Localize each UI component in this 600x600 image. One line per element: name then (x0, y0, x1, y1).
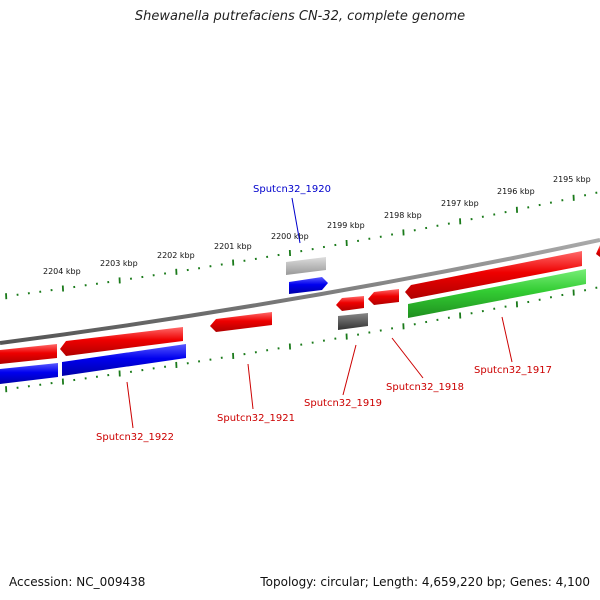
kbp-label: 2204 kbp (43, 267, 81, 276)
label-connector (291, 197, 301, 244)
gene-block-rna[interactable] (408, 269, 586, 318)
gene-block-reverse[interactable] (62, 344, 186, 376)
gene-arrow-forward[interactable] (596, 245, 600, 257)
kbp-label: 2201 kbp (214, 242, 252, 251)
gene-arrow-forward[interactable] (210, 312, 272, 332)
gene-block-reverse[interactable] (0, 363, 58, 384)
gene-arrow-forward[interactable] (0, 344, 57, 364)
label-connector (342, 344, 357, 396)
kbp-label: 2197 kbp (441, 199, 479, 208)
gene-arrow-forward[interactable] (60, 327, 183, 356)
gene-arrow-pseudo[interactable] (286, 257, 326, 275)
accession-text: Accession: NC_009438 (9, 575, 146, 589)
label-connector (126, 381, 134, 429)
gene-arrow-forward[interactable] (368, 289, 399, 305)
map-title: Shewanella putrefaciens CN-32, complete … (134, 9, 466, 24)
gene-label[interactable]: Sputcn32_1918 (386, 382, 464, 393)
gene-label[interactable]: Sputcn32_1920 (253, 184, 331, 195)
genome-backbone (0, 238, 600, 345)
gene-label[interactable]: Sputcn32_1921 (217, 413, 295, 424)
label-connector (501, 316, 513, 363)
kbp-label: 2195 kbp (553, 175, 591, 184)
gene-label[interactable]: Sputcn32_1917 (474, 365, 552, 376)
kbp-label: 2198 kbp (384, 211, 422, 220)
gene-block-dark[interactable] (338, 313, 368, 330)
kbp-label: 2199 kbp (327, 221, 365, 230)
label-connector (247, 363, 254, 410)
ruler-ticks-bottom (5, 286, 598, 393)
ruler-ticks-top (5, 191, 598, 300)
gene-label[interactable]: Sputcn32_1922 (96, 432, 174, 443)
kbp-label: 2202 kbp (157, 251, 195, 260)
genome-summary-text: Topology: circular; Length: 4,659,220 bp… (260, 575, 590, 589)
gene-arrow-reverse[interactable] (289, 277, 328, 294)
kbp-label: 2200 kbp (271, 232, 309, 241)
kbp-label: 2203 kbp (100, 259, 138, 268)
label-connector (391, 337, 424, 379)
gene-arrow-forward[interactable] (405, 251, 582, 299)
kbp-label: 2196 kbp (497, 187, 535, 196)
gene-label[interactable]: Sputcn32_1919 (304, 398, 382, 409)
gene-arrow-forward[interactable] (336, 296, 364, 311)
